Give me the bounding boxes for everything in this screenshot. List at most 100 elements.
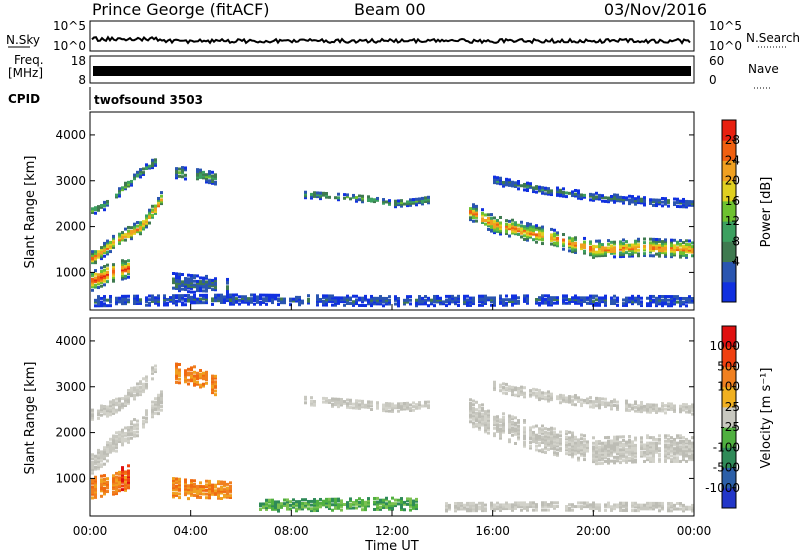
heatmap-cell xyxy=(106,486,109,490)
heatmap-cell xyxy=(103,208,106,212)
heatmap-cell xyxy=(598,243,601,247)
heatmap-cell xyxy=(199,486,202,490)
heatmap-cell xyxy=(598,298,601,302)
heatmap-cell xyxy=(148,301,151,305)
heatmap-cell xyxy=(688,439,691,443)
heatmap-cell xyxy=(478,505,481,509)
heatmap-cell xyxy=(514,427,517,431)
heatmap-cell xyxy=(574,446,577,450)
heatmap-cell xyxy=(550,394,553,398)
heatmap-cell xyxy=(541,430,544,434)
heatmap-cell xyxy=(487,409,490,413)
heatmap-cell xyxy=(496,226,499,230)
heatmap-cell xyxy=(691,254,694,258)
heatmap-cell xyxy=(469,416,472,420)
heatmap-cell xyxy=(652,237,655,241)
heatmap-cell xyxy=(613,398,616,402)
heatmap-cell xyxy=(541,435,544,439)
heatmap-cell xyxy=(223,484,226,488)
heatmap-cell xyxy=(592,402,595,406)
heatmap-cell xyxy=(175,493,178,497)
heatmap-cell xyxy=(511,506,514,510)
heatmap-cell xyxy=(538,398,541,402)
heatmap-cell xyxy=(517,430,520,434)
heatmap-cell xyxy=(526,229,529,233)
heatmap-cell xyxy=(649,298,652,302)
heatmap-cell xyxy=(394,297,397,301)
heatmap-cell xyxy=(295,507,298,511)
heatmap-cell xyxy=(211,174,214,178)
heatmap-cell xyxy=(190,366,193,370)
heatmap-cell xyxy=(187,284,190,288)
heatmap-cell xyxy=(103,302,106,306)
heatmap-cell xyxy=(592,195,595,199)
heatmap-cell xyxy=(388,302,391,306)
heatmap-cell xyxy=(124,488,127,492)
heatmap-cell xyxy=(118,404,121,408)
heatmap-cell xyxy=(589,249,592,253)
heatmap-cell xyxy=(196,484,199,488)
heatmap-cell xyxy=(574,450,577,454)
heatmap-cell xyxy=(136,387,139,391)
heatmap-cell xyxy=(97,454,100,458)
heatmap-cell xyxy=(556,238,559,242)
heatmap-cell xyxy=(274,295,277,299)
heatmap-cell xyxy=(670,447,673,451)
heatmap-cell xyxy=(370,296,373,300)
heatmap-cell xyxy=(589,251,592,255)
heatmap-cell xyxy=(580,193,583,197)
heatmap-cell xyxy=(634,436,637,440)
heatmap-cell xyxy=(118,406,121,410)
heatmap-cell xyxy=(652,452,655,456)
heatmap-cell xyxy=(688,445,691,449)
heatmap-cell xyxy=(622,505,625,509)
heatmap-cell xyxy=(661,298,664,302)
heatmap-cell xyxy=(502,426,505,430)
heatmap-cell xyxy=(679,450,682,454)
heatmap-cell xyxy=(97,255,100,259)
heatmap-cell xyxy=(634,449,637,453)
heatmap-cell xyxy=(295,295,298,299)
heatmap-cell xyxy=(556,439,559,443)
heatmap-cell xyxy=(562,191,565,195)
heatmap-cell xyxy=(463,298,466,302)
heatmap-cell xyxy=(541,299,544,303)
heatmap-cell xyxy=(202,282,205,286)
heatmap-cell xyxy=(595,507,598,511)
heatmap-cell xyxy=(97,411,100,415)
heatmap-cell xyxy=(538,436,541,440)
heatmap-cell xyxy=(190,377,193,381)
heatmap-cell xyxy=(562,399,565,403)
heatmap-cell xyxy=(427,400,430,404)
heatmap-cell xyxy=(532,430,535,434)
heatmap-cell xyxy=(151,409,154,413)
heatmap-cell xyxy=(454,505,457,509)
heatmap-cell xyxy=(664,404,667,408)
heatmap-cell xyxy=(685,437,688,441)
heatmap-cell xyxy=(196,169,199,173)
heatmap-cell xyxy=(112,438,115,442)
heatmap-cell xyxy=(433,300,436,304)
heatmap-cell xyxy=(685,410,688,414)
heatmap-cell xyxy=(472,414,475,418)
heatmap-cell xyxy=(133,300,136,304)
heatmap-cell xyxy=(583,400,586,404)
heatmap-cell xyxy=(544,508,547,512)
heatmap-cell xyxy=(106,477,109,481)
heatmap-cell xyxy=(238,295,241,299)
heatmap-cell xyxy=(622,455,625,459)
heatmap-cell xyxy=(334,300,337,304)
heatmap-cell xyxy=(664,242,667,246)
heatmap-cell xyxy=(376,502,379,506)
heatmap-cell xyxy=(268,504,271,508)
heatmap-cell xyxy=(199,280,202,284)
heatmap-cell xyxy=(103,488,106,492)
heatmap-cell xyxy=(292,299,295,303)
heatmap-cell xyxy=(508,183,511,187)
heatmap-cell xyxy=(340,508,343,512)
heatmap-cell xyxy=(91,250,94,254)
heatmap-cell xyxy=(652,409,655,413)
heatmap-cell xyxy=(298,500,301,504)
heatmap-cell xyxy=(97,206,100,210)
colorbar-segment xyxy=(722,346,736,367)
